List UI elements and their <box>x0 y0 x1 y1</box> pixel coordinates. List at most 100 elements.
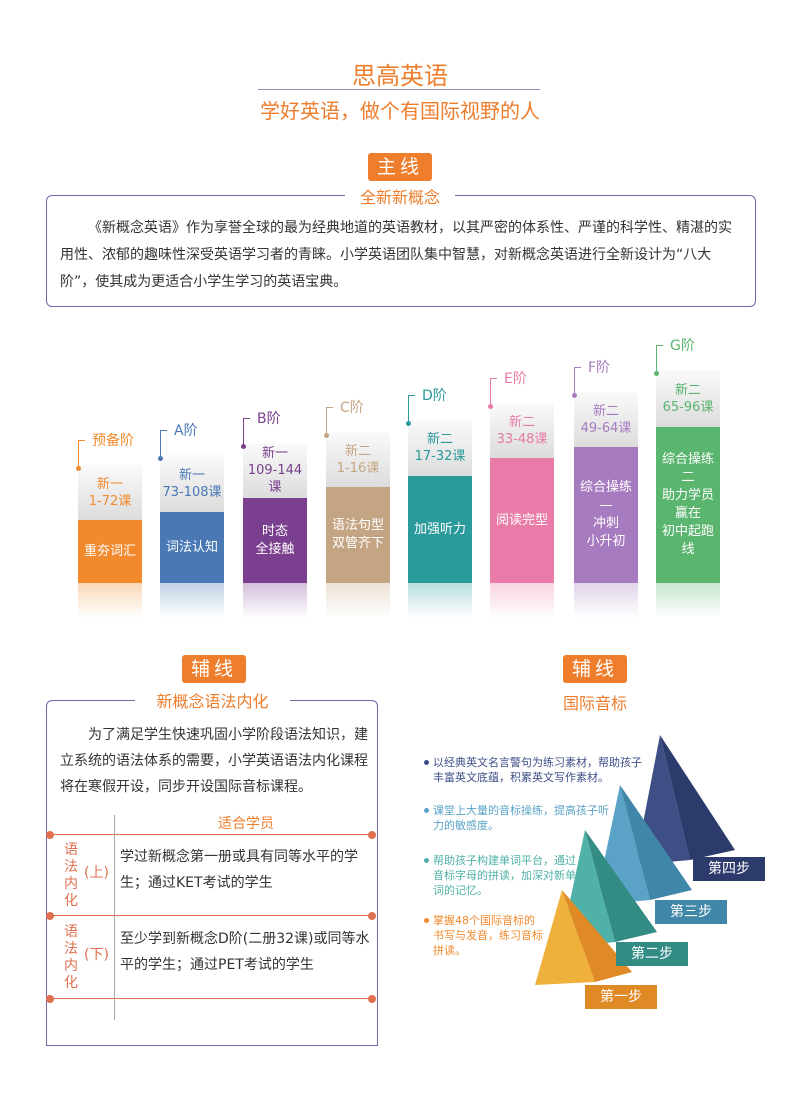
row-text: 学过新概念第一册或具有同等水平的学生；通过KET考试的学生 <box>120 849 358 891</box>
row-label: 语法内化 <box>64 842 78 909</box>
reflection <box>574 583 638 618</box>
reflection <box>326 583 390 618</box>
stage-bracket <box>243 418 250 447</box>
stage-label: C阶 <box>340 400 364 416</box>
bar-body: 词法认知 <box>160 512 224 583</box>
step-label: 第二步 <box>616 942 688 966</box>
subtitle: 学好英语，做个有国际视野的人 <box>260 99 540 123</box>
reflection <box>160 583 224 618</box>
section-title: 国际音标 <box>562 694 627 713</box>
section-title: 新概念语法内化 <box>135 688 290 712</box>
stage-dot <box>324 433 329 438</box>
bar-body-text: 词法认知 <box>165 539 218 555</box>
stage-dot <box>572 393 577 398</box>
level-bar: 新二 17-32课 加强听力 <box>408 420 472 583</box>
step-label: 第四步 <box>693 857 765 881</box>
bar-top: 新二 49-64课 <box>574 392 638 447</box>
reflection <box>408 583 472 618</box>
bar-body-text: 阅读完型 <box>495 512 548 528</box>
bar-top: 新一 109-144课 <box>243 443 307 498</box>
pyramid <box>660 735 735 860</box>
pyramid <box>562 890 632 982</box>
stage-label: B阶 <box>257 411 281 427</box>
step-label: 第一步 <box>585 985 657 1009</box>
bar-body: 时态 全接触 <box>243 498 307 583</box>
bar-top: 新二 17-32课 <box>408 420 472 476</box>
badge: 辅线 <box>563 655 627 683</box>
rule-dot <box>368 995 376 1003</box>
bar-body-text: 时态 <box>261 523 288 539</box>
bar-top: 新一 73-108课 <box>160 455 224 512</box>
rule <box>114 815 115 1020</box>
reflection <box>78 583 142 618</box>
row-label: 语法内化 <box>64 924 78 991</box>
stage-label: 预备阶 <box>92 433 134 449</box>
reflection <box>490 583 554 618</box>
stage-dot <box>76 466 81 471</box>
level-bar: 新二 1-16课语法句型双管齐下 <box>326 432 390 583</box>
pyramid-graphic <box>535 735 735 985</box>
divider <box>46 1045 378 1046</box>
stage-label: G阶 <box>670 338 695 354</box>
bar-top-text: 33-48课 <box>496 431 548 447</box>
bullet-dot <box>424 760 429 765</box>
bar-body-text: 语法句型 <box>331 518 384 533</box>
levels-chart: 新一 1-72课 重夯词汇 预备阶 新一 73-108课 词法认知 A阶 新一 109-144课时… <box>0 320 800 620</box>
bar-body-text: 小升初 <box>586 534 626 549</box>
row-tag: (上) <box>84 865 109 881</box>
bar-body-text: 全接触 <box>255 541 295 557</box>
bar-top: 新一 1-72课 <box>78 465 142 520</box>
stage-dot <box>406 421 411 426</box>
reflection <box>243 583 307 618</box>
level-bar: 新二 33-48课阅读完型 <box>490 403 554 583</box>
bar-top-text: 新二 <box>592 403 619 419</box>
bar-body-text: 双管齐下 <box>331 536 384 551</box>
paragraph: 为了满足学生快速巩固小学阶段语法知识，建立系统的语法体系的需要，小学英语语法内化… <box>60 727 368 795</box>
bar-top: 新二 1-16课 <box>326 432 390 487</box>
rule <box>50 834 372 835</box>
bar-top-text: 新一 <box>261 446 288 461</box>
title: 思高英语 <box>352 62 448 90</box>
bar-body-text: 赢在 <box>674 506 701 521</box>
stage-dot <box>488 404 493 409</box>
bar-body: 综合操练 — 冲刺 小升初 <box>574 447 638 583</box>
bullet-text: 以经典英文名言警句为练习素材，帮助孩子丰富英文底蕴，积累英文写作素材。 <box>433 756 642 784</box>
level-bar: 新一 73-108课词法认知 <box>160 455 224 583</box>
row-text: 至少学到新概念D阶(二册32课)或同等水平的学生；通过PET考试的学生 <box>120 931 370 973</box>
bar-body: 语法句型 双管齐下 <box>326 487 390 583</box>
row-tag: (下) <box>84 947 109 963</box>
level-bar: 新一 109-144课时态全接触 <box>243 443 307 583</box>
stage-dot <box>241 444 246 449</box>
bullet-dot <box>424 858 429 863</box>
bar-top: 新二 33-48课 <box>490 403 554 458</box>
stage-bracket <box>490 378 497 407</box>
rule <box>50 915 372 916</box>
level-bar: 新二 65-96课 综合操练二助力学员 赢在 初中起跑线 <box>656 370 720 583</box>
bar-top-text: 新二 <box>426 432 453 447</box>
bar-body-text: 重夯词汇 <box>83 543 136 559</box>
bar-body-text: — <box>599 498 613 513</box>
bullet-text: 课堂上大量的音标操练，提高孩子听力的敏感度。 <box>433 804 609 832</box>
bar-top-text: 109-144课 <box>247 463 303 495</box>
bar-top-text: 17-32课 <box>414 449 466 464</box>
pyramid <box>585 830 657 942</box>
stage-bracket <box>408 395 415 424</box>
table-header: 适合学员 <box>218 816 274 832</box>
bar-body-text: 综合操练 <box>661 452 714 467</box>
bar-top-text: 新一 <box>96 476 123 492</box>
bar-body-text: 加强听力 <box>413 521 466 537</box>
stage-label: F阶 <box>588 360 611 376</box>
bullet-text: 帮助孩子构建单词平台，通过音标字母的拼读，加深对新单词的记忆。 <box>433 854 576 897</box>
bar-top-text: 1-72课 <box>88 493 132 509</box>
stage-label: D阶 <box>422 388 447 404</box>
bar-body-text: 综合操练 <box>579 480 632 495</box>
badge: 主线 <box>368 153 432 181</box>
bar-body-text: 助力学员 <box>661 488 714 503</box>
bar-top-text: 49-64课 <box>580 420 632 436</box>
pyramid <box>535 890 595 985</box>
step-label: 第三步 <box>655 900 727 924</box>
rule <box>50 998 372 999</box>
bar-body-text: 初中起跑线 <box>661 524 714 557</box>
bullet-dot <box>424 808 429 813</box>
